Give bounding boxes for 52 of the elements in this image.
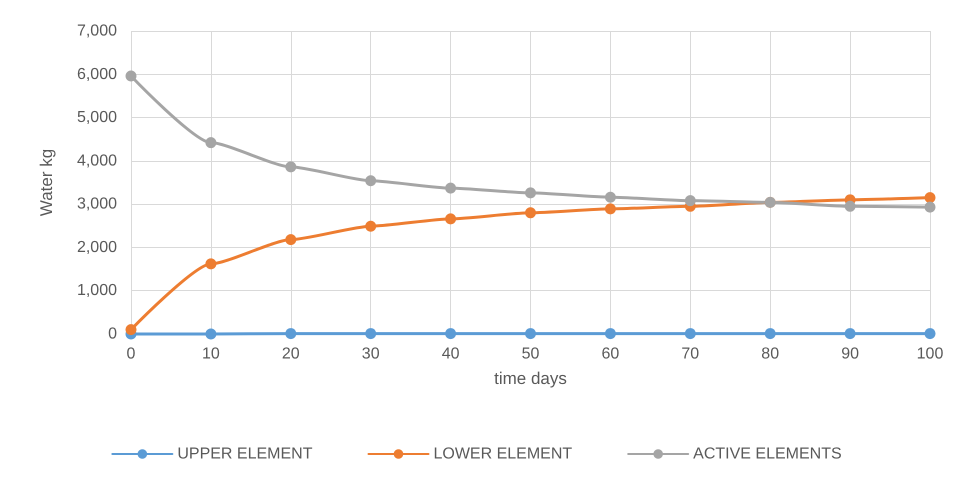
point <box>445 328 456 340</box>
y-tick-label: 7,000 <box>76 22 118 40</box>
point <box>445 213 456 224</box>
point <box>126 324 136 336</box>
point <box>604 203 616 214</box>
point <box>684 195 696 206</box>
x-tick-label: 0 <box>126 346 136 362</box>
legend-label: UPPER ELEMENT <box>177 446 313 462</box>
x-axis-title: time days <box>494 369 567 388</box>
y-tick-label: 3,000 <box>76 196 118 213</box>
point <box>285 161 296 172</box>
x-tick-label: 70 <box>681 346 700 362</box>
y-tick-label: 1,000 <box>76 282 118 300</box>
y-tick-label: 2,000 <box>76 238 118 256</box>
point <box>684 328 696 340</box>
point <box>525 207 536 218</box>
point <box>205 258 216 270</box>
point <box>604 328 616 340</box>
point <box>445 182 456 194</box>
point <box>365 220 376 232</box>
point <box>924 192 936 204</box>
x-tick-label: 90 <box>841 346 860 362</box>
y-tick-label: 6,000 <box>76 66 118 83</box>
point <box>924 202 936 213</box>
point <box>205 328 216 340</box>
point <box>924 328 936 340</box>
y-tick-label: 0 <box>108 326 118 342</box>
point <box>285 328 296 340</box>
x-tick-label: 50 <box>522 346 540 362</box>
legend-label: ACTIVE ELEMENTS <box>693 446 842 462</box>
point <box>604 192 616 203</box>
point <box>525 187 536 198</box>
x-tick-label: 10 <box>202 346 220 362</box>
point <box>365 328 376 340</box>
x-tick-label: 80 <box>761 346 780 362</box>
x-tick-label: 60 <box>602 346 620 362</box>
point <box>844 200 856 212</box>
point <box>205 137 216 148</box>
point <box>764 328 776 340</box>
point <box>126 70 136 82</box>
x-tick-label: 20 <box>282 346 300 362</box>
x-tick-label: 100 <box>916 346 944 362</box>
x-tick-label: 30 <box>362 346 380 362</box>
legend-label: LOWER ELEMENT <box>433 446 572 462</box>
point <box>525 328 536 340</box>
y-tick-label: 4,000 <box>76 152 118 170</box>
y-axis-title: Water kg <box>37 148 56 216</box>
point <box>285 234 296 246</box>
point <box>844 328 856 340</box>
x-tick-label: 40 <box>442 346 460 362</box>
point <box>365 175 376 186</box>
y-tick-label: 5,000 <box>76 109 118 126</box>
